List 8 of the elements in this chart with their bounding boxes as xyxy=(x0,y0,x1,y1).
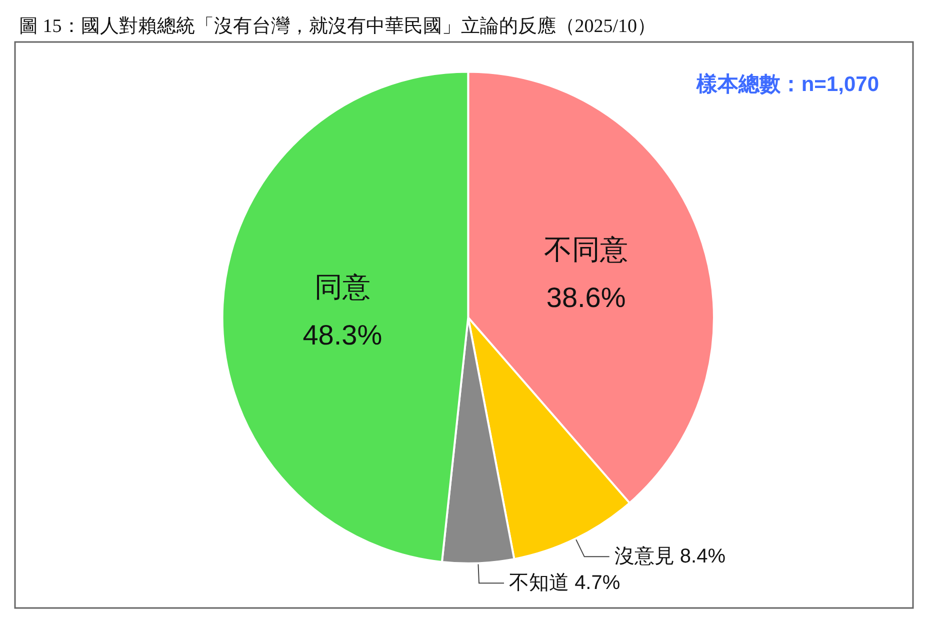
slice-label: 不知道 4.7% xyxy=(509,572,620,594)
slice-label: 同意 xyxy=(314,271,370,302)
data-label: 48.3% xyxy=(302,319,382,350)
data-label: 38.6% xyxy=(546,282,626,313)
slice-label: 不同意 xyxy=(544,234,628,265)
text: 樣本總數：n=1,070 xyxy=(695,72,880,96)
chart-title: 圖 15：國人對賴總統「沒有台灣，就沒有中華民國」立論的反應（2025/10） xyxy=(19,15,656,37)
slice-label: 沒意見 8.4% xyxy=(614,546,726,568)
